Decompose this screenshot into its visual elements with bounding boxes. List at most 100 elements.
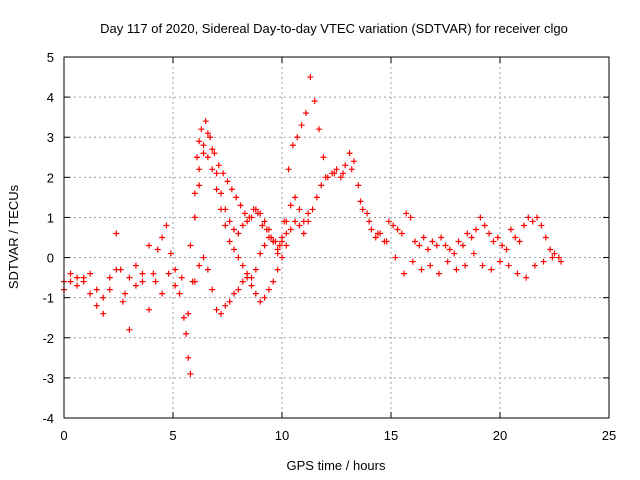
data-point — [331, 170, 338, 177]
data-point — [74, 282, 81, 289]
data-point — [202, 118, 209, 125]
data-point — [239, 222, 246, 229]
data-point — [222, 206, 229, 213]
data-point — [470, 250, 477, 257]
data-point — [333, 166, 340, 173]
data-point — [462, 262, 469, 269]
data-point — [444, 258, 451, 265]
data-point — [283, 242, 290, 249]
data-point — [200, 142, 207, 149]
data-point — [265, 286, 272, 293]
data-point — [67, 278, 74, 285]
data-point — [394, 226, 401, 233]
data-point — [499, 242, 506, 249]
x-tick-label: 15 — [384, 428, 398, 443]
data-point — [248, 214, 255, 221]
grid-layer — [64, 57, 609, 418]
data-point — [298, 122, 305, 129]
data-point — [292, 194, 299, 201]
data-point — [302, 110, 309, 117]
data-point — [274, 266, 281, 273]
data-point — [300, 218, 307, 225]
data-point — [446, 246, 453, 253]
data-point — [154, 246, 161, 253]
data-point — [196, 166, 203, 173]
data-point — [257, 298, 264, 305]
data-point — [187, 370, 194, 377]
data-point — [80, 274, 87, 281]
y-tick-label: 1 — [47, 210, 54, 225]
data-point — [200, 150, 207, 157]
data-point — [217, 190, 224, 197]
data-point — [180, 314, 187, 321]
data-point — [294, 134, 301, 141]
data-point — [547, 246, 554, 253]
data-point — [364, 210, 371, 217]
data-point — [248, 274, 255, 281]
data-point — [540, 258, 547, 265]
data-point — [185, 354, 192, 361]
y-axis-label: SDTVAR / TECUs — [6, 184, 21, 289]
data-point — [274, 246, 281, 253]
data-point — [222, 302, 229, 309]
data-point — [235, 286, 242, 293]
y-tick-label: 0 — [47, 251, 54, 266]
data-point — [209, 166, 216, 173]
data-point — [390, 222, 397, 229]
data-point — [204, 130, 211, 137]
data-point — [231, 290, 238, 297]
data-point — [67, 270, 74, 277]
data-point — [401, 270, 408, 277]
data-point — [486, 230, 493, 237]
data-point — [196, 262, 203, 269]
data-point — [558, 258, 565, 265]
data-point — [320, 154, 327, 161]
data-point — [355, 182, 362, 189]
data-point — [233, 194, 240, 201]
data-point — [551, 250, 558, 257]
y-tick-label: -4 — [42, 411, 54, 426]
data-point — [265, 234, 272, 241]
data-point — [165, 270, 172, 277]
data-point — [261, 294, 268, 301]
data-point — [531, 262, 538, 269]
data-point — [172, 282, 179, 289]
data-point — [435, 270, 442, 277]
data-point — [217, 310, 224, 317]
data-point — [425, 246, 432, 253]
series-trace-d — [187, 130, 290, 253]
data-point — [403, 210, 410, 217]
data-point — [132, 282, 139, 289]
data-point — [226, 298, 233, 305]
data-point — [407, 214, 414, 221]
data-point — [322, 174, 329, 181]
data-point — [244, 270, 251, 277]
data-point — [132, 262, 139, 269]
data-point — [222, 222, 229, 229]
data-point — [235, 254, 242, 261]
data-point — [481, 222, 488, 229]
data-point — [207, 134, 214, 141]
data-point — [198, 126, 205, 133]
data-point — [126, 274, 133, 281]
plot-frame — [63, 56, 610, 419]
data-point — [87, 290, 94, 297]
data-point — [87, 270, 94, 277]
y-tick-label: 3 — [47, 130, 54, 145]
data-point — [113, 230, 120, 237]
data-point — [146, 306, 153, 313]
data-point — [237, 202, 244, 209]
tick-layer: 0 5 10 15 20 25 -4 -3 -2 -1 0 1 2 3 4 5 — [42, 50, 616, 443]
data-point — [520, 222, 527, 229]
data-point — [276, 242, 283, 249]
data-point — [283, 230, 290, 237]
data-point — [505, 262, 512, 269]
data-point — [309, 206, 316, 213]
data-point — [191, 278, 198, 285]
x-tick-label: 20 — [493, 428, 507, 443]
data-point — [488, 266, 495, 273]
data-point — [259, 222, 266, 229]
data-point — [265, 226, 272, 233]
data-point — [337, 174, 344, 181]
data-point — [357, 198, 364, 205]
